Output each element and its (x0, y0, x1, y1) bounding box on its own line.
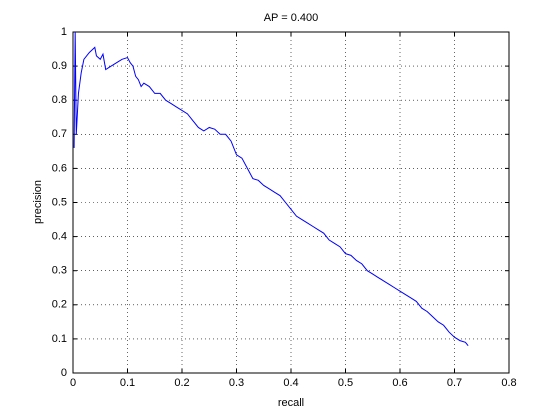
chart-title: AP = 0.400 (264, 12, 319, 24)
y-axis-label: precision (32, 180, 44, 224)
x-tick-label: 0.5 (338, 377, 353, 389)
y-tick-label: 0.5 (52, 196, 67, 208)
x-tick-label: 0.8 (501, 377, 516, 389)
x-tick-label: 0.3 (229, 377, 244, 389)
y-tick-label: 0.3 (52, 265, 67, 277)
y-tick-label: 0.8 (52, 94, 67, 106)
y-tick-label: 1 (61, 26, 67, 38)
x-tick-label: 0.6 (392, 377, 407, 389)
x-tick-label: 0.1 (120, 377, 135, 389)
y-tick-label: 0.7 (52, 128, 67, 140)
y-tick-label: 0.2 (52, 299, 67, 311)
y-tick-label: 0.6 (52, 162, 67, 174)
x-tick-label: 0.4 (283, 377, 298, 389)
x-tick-label: 0 (70, 377, 76, 389)
y-tick-label: 0 (61, 367, 67, 379)
x-tick-label: 0.2 (174, 377, 189, 389)
y-tick-label: 0.1 (52, 333, 67, 345)
y-tick-label: 0.9 (52, 60, 67, 72)
plot-frame (72, 31, 510, 374)
x-axis-label: recall (278, 397, 304, 409)
y-tick-label: 0.4 (52, 231, 67, 243)
pr-curve (73, 31, 469, 347)
x-tick-label: 0.7 (447, 377, 462, 389)
